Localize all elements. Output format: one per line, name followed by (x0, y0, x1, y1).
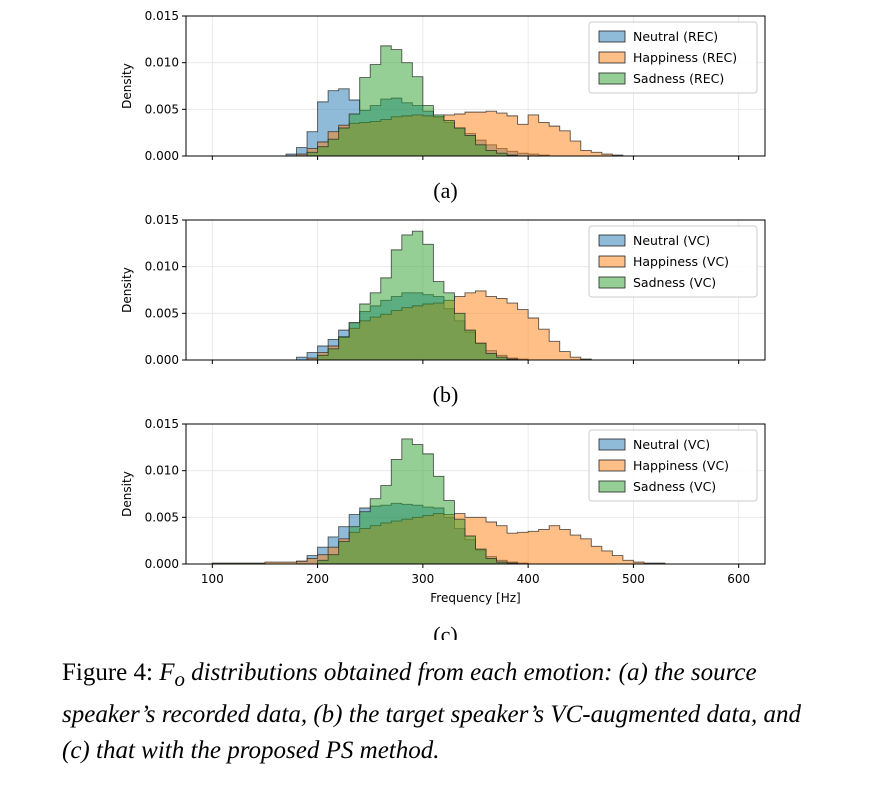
legend-swatch (598, 51, 626, 64)
figure-caption: Figure 4: Fo distributions obtained from… (62, 655, 832, 769)
legend-box (588, 225, 758, 298)
legend-swatch (598, 234, 626, 247)
legend-label: Neutral (REC) (633, 29, 718, 44)
legend: Neutral (REC) Happiness (REC) Sadness (REC… (588, 21, 758, 94)
x-axis-label: Frequency [Hz] (430, 591, 521, 605)
legend-label: Neutral (VC) (633, 233, 710, 248)
panel-label: (c) (433, 622, 457, 640)
y-tick-label: 0.015 (145, 417, 179, 431)
x-tick-label: 100 (201, 572, 224, 586)
legend-label: Happiness (REC) (633, 50, 737, 65)
caption-prefix: Figure 4: (62, 659, 160, 686)
panel-label: (a) (433, 178, 457, 203)
y-tick-label: 0.000 (145, 149, 179, 163)
legend-label: Happiness (VC) (633, 458, 729, 473)
x-tick-label: 300 (411, 572, 434, 586)
legend-label: Neutral (VC) (633, 437, 710, 452)
legend-label: Happiness (VC) (633, 254, 729, 269)
y-tick-label: 0.000 (145, 353, 179, 367)
legend: Neutral (VC) Happiness (VC) Sadness (VC) (588, 225, 758, 298)
y-tick-label: 0.010 (145, 56, 179, 70)
legend-label: Sadness (VC) (633, 479, 716, 494)
x-tick-label: 400 (517, 572, 540, 586)
y-tick-label: 0.000 (145, 557, 179, 571)
y-tick-label: 0.005 (145, 510, 179, 524)
legend-box (588, 429, 758, 502)
axes-frame (185, 15, 766, 157)
legend-swatch (598, 459, 626, 472)
y-axis-label: Density (120, 63, 134, 109)
panel-1: 0.000 0.005 0.010 0.015 Density Neutral (REC)… (120, 9, 766, 203)
caption-subscript: o (174, 667, 185, 691)
legend-swatch (598, 30, 626, 43)
legend-swatch (598, 255, 626, 268)
y-tick-label: 0.015 (145, 213, 179, 227)
panel-label: (b) (433, 382, 459, 407)
x-tick-label: 600 (727, 572, 750, 586)
legend-swatch (598, 480, 626, 493)
y-tick-label: 0.010 (145, 464, 179, 478)
legend-label: Sadness (REC) (633, 71, 724, 86)
y-tick-label: 0.005 (145, 102, 179, 116)
panel-3: 100 200 300 400 500 600 0.000 0.005 0.010 0.015 De… (120, 417, 766, 640)
panel-2: 0.000 0.005 0.010 0.015 Density Neutral (VC) H… (120, 213, 766, 407)
legend-swatch (598, 438, 626, 451)
y-axis-label: Density (120, 267, 134, 313)
x-tick-label: 200 (306, 572, 329, 586)
x-tick-label: 500 (622, 572, 645, 586)
axes-frame (185, 219, 766, 361)
y-tick-label: 0.005 (145, 306, 179, 320)
caption-body: distributions obtained from each emotion… (62, 659, 801, 764)
legend-swatch (598, 72, 626, 85)
y-tick-label: 0.015 (145, 9, 179, 23)
axes-frame (185, 423, 766, 565)
legend-label: Sadness (VC) (633, 275, 716, 290)
legend-swatch (598, 276, 626, 289)
caption-symbol: F (159, 659, 175, 686)
legend: Neutral (VC) Happiness (VC) Sadness (VC) (588, 429, 758, 502)
figure: 0.000 0.005 0.010 0.015 Density Neutral (REC)… (120, 9, 766, 640)
legend-box (588, 21, 758, 94)
y-tick-label: 0.010 (145, 260, 179, 274)
y-axis-label: Density (120, 471, 134, 517)
